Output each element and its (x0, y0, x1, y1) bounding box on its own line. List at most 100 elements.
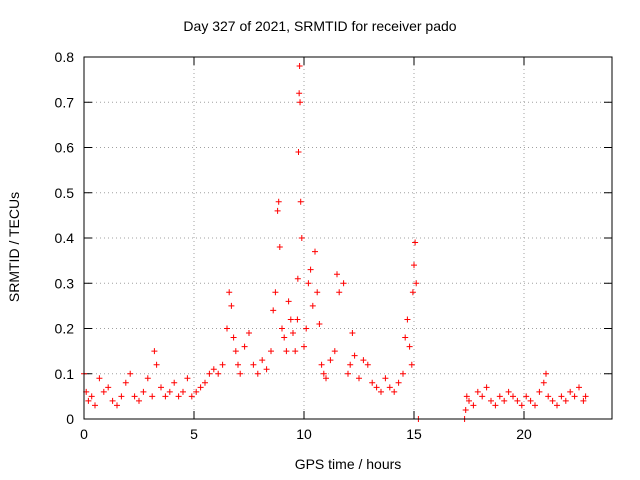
data-point (272, 289, 279, 296)
data-point (536, 388, 543, 395)
data-point (118, 393, 125, 400)
data-point (85, 397, 92, 404)
data-point (215, 370, 222, 377)
data-point (402, 334, 409, 341)
x-tick-label: 5 (190, 426, 198, 442)
data-point (281, 334, 288, 341)
data-point (241, 343, 248, 350)
data-point (479, 393, 486, 400)
data-point (369, 379, 376, 386)
data-point (510, 393, 516, 400)
data-point (158, 384, 164, 391)
data-point (323, 375, 329, 382)
data-point (400, 370, 406, 377)
x-tick-label: 10 (296, 426, 312, 442)
data-point (349, 330, 356, 337)
x-axis-label: GPS time / hours (294, 456, 402, 472)
data-point (408, 361, 415, 368)
data-point (232, 348, 239, 355)
data-point (411, 262, 417, 269)
y-tick-label: 0.8 (55, 49, 75, 65)
data-point (290, 330, 296, 337)
data-point (391, 388, 398, 395)
x-tick-label: 20 (516, 426, 532, 442)
data-point (153, 361, 160, 368)
data-point (276, 244, 283, 251)
data-point (237, 370, 244, 377)
data-point (406, 343, 413, 350)
data-point (347, 361, 354, 368)
data-point (395, 379, 402, 386)
data-point (582, 393, 589, 400)
data-point (345, 370, 351, 377)
data-point (364, 361, 371, 368)
data-point (543, 370, 549, 377)
x-tick-label: 15 (406, 426, 422, 442)
data-point (127, 370, 134, 377)
data-point (197, 384, 204, 391)
data-point (558, 393, 565, 400)
data-point (554, 402, 560, 409)
axis-ticks: 0 5 10 15 20 0 0.1 0.2 0.3 0.4 0.5 0.6 0.7 0.8 (55, 49, 612, 442)
data-point (210, 366, 217, 373)
data-point (312, 248, 318, 255)
data-point (514, 397, 521, 404)
data-point (246, 330, 252, 337)
x-tick-label: 0 (80, 426, 88, 442)
data-point (404, 316, 411, 323)
data-point (105, 384, 112, 391)
data-point (382, 375, 389, 382)
data-point (360, 357, 367, 364)
data-point (527, 397, 534, 404)
data-point (523, 393, 530, 400)
data-point (356, 375, 362, 382)
data-point (505, 388, 512, 395)
data-point (331, 348, 338, 355)
data-point (283, 348, 290, 355)
data-point (316, 320, 323, 327)
data-point (235, 361, 241, 368)
data-point (114, 402, 120, 409)
data-point (483, 384, 490, 391)
data-point (166, 388, 173, 395)
data-point (294, 316, 301, 323)
data-point (307, 266, 314, 273)
data-point (466, 397, 472, 404)
data-point (88, 393, 95, 400)
data-point (540, 379, 547, 386)
data-point (263, 366, 270, 373)
data-point (202, 379, 208, 386)
data-point (562, 397, 569, 404)
data-point (518, 402, 525, 409)
data-point (409, 289, 416, 296)
data-point (567, 388, 574, 395)
data-point (171, 379, 178, 386)
data-point (576, 384, 582, 391)
data-point (340, 280, 347, 287)
data-point (188, 393, 195, 400)
data-point (250, 361, 257, 368)
data-point (301, 343, 307, 350)
grid-lines (84, 57, 612, 419)
data-point (334, 271, 340, 278)
data-point (297, 198, 304, 205)
data-point (259, 357, 266, 364)
data-point (378, 388, 384, 395)
data-point (180, 388, 186, 395)
data-point (545, 393, 552, 400)
data-point (270, 307, 277, 314)
data-point (336, 289, 343, 296)
data-point (373, 384, 380, 391)
data-point (462, 406, 469, 413)
data-point (224, 325, 230, 332)
data-point (463, 393, 470, 400)
data-point (580, 397, 587, 404)
data-point (549, 397, 556, 404)
data-point (193, 388, 200, 395)
chart-title: Day 327 of 2021, SRMTID for receiver pad… (183, 18, 457, 34)
data-point (413, 280, 420, 287)
y-tick-label: 0.7 (55, 94, 75, 110)
data-point (296, 63, 303, 70)
data-point (136, 397, 142, 404)
